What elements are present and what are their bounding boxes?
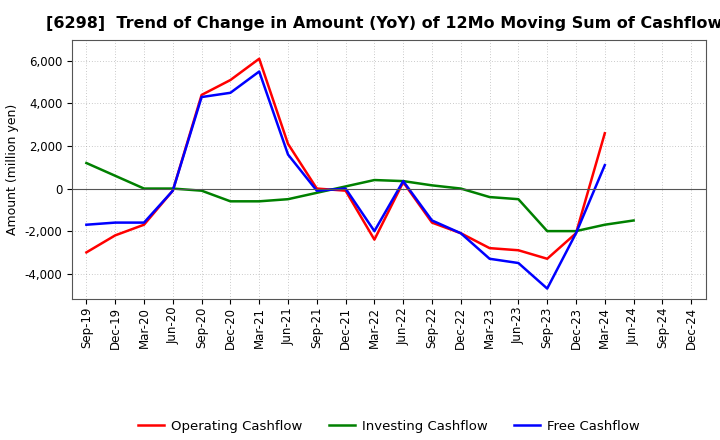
Operating Cashflow bbox=[370, 237, 379, 242]
Investing Cashflow bbox=[197, 188, 206, 193]
Line: Investing Cashflow: Investing Cashflow bbox=[86, 163, 634, 231]
Investing Cashflow bbox=[168, 186, 177, 191]
Free Cashflow bbox=[572, 231, 580, 236]
Free Cashflow bbox=[226, 90, 235, 95]
Investing Cashflow bbox=[543, 228, 552, 234]
Investing Cashflow bbox=[140, 186, 148, 191]
Investing Cashflow bbox=[370, 177, 379, 183]
Title: [6298]  Trend of Change in Amount (YoY) of 12Mo Moving Sum of Cashflows: [6298] Trend of Change in Amount (YoY) o… bbox=[46, 16, 720, 32]
Operating Cashflow bbox=[543, 256, 552, 261]
Operating Cashflow bbox=[514, 248, 523, 253]
Free Cashflow bbox=[255, 69, 264, 74]
Free Cashflow bbox=[600, 162, 609, 168]
Operating Cashflow bbox=[140, 222, 148, 227]
Investing Cashflow bbox=[399, 179, 408, 184]
Operating Cashflow bbox=[485, 246, 494, 251]
Operating Cashflow bbox=[284, 141, 292, 147]
Free Cashflow bbox=[428, 218, 436, 223]
Operating Cashflow bbox=[226, 77, 235, 83]
Operating Cashflow bbox=[572, 231, 580, 236]
Y-axis label: Amount (million yen): Amount (million yen) bbox=[6, 104, 19, 235]
Investing Cashflow bbox=[600, 222, 609, 227]
Investing Cashflow bbox=[82, 160, 91, 165]
Investing Cashflow bbox=[284, 197, 292, 202]
Investing Cashflow bbox=[514, 197, 523, 202]
Free Cashflow bbox=[168, 188, 177, 193]
Line: Free Cashflow: Free Cashflow bbox=[86, 72, 605, 289]
Free Cashflow bbox=[111, 220, 120, 225]
Free Cashflow bbox=[543, 286, 552, 291]
Free Cashflow bbox=[514, 260, 523, 266]
Investing Cashflow bbox=[226, 199, 235, 204]
Operating Cashflow bbox=[168, 188, 177, 193]
Operating Cashflow bbox=[456, 231, 465, 236]
Operating Cashflow bbox=[600, 131, 609, 136]
Free Cashflow bbox=[82, 222, 91, 227]
Operating Cashflow bbox=[197, 92, 206, 98]
Free Cashflow bbox=[197, 95, 206, 100]
Free Cashflow bbox=[370, 228, 379, 234]
Operating Cashflow bbox=[341, 188, 350, 193]
Operating Cashflow bbox=[312, 186, 321, 191]
Investing Cashflow bbox=[629, 218, 638, 223]
Free Cashflow bbox=[485, 256, 494, 261]
Line: Operating Cashflow: Operating Cashflow bbox=[86, 59, 605, 259]
Investing Cashflow bbox=[572, 228, 580, 234]
Free Cashflow bbox=[341, 186, 350, 191]
Free Cashflow bbox=[284, 152, 292, 157]
Free Cashflow bbox=[312, 188, 321, 193]
Investing Cashflow bbox=[255, 199, 264, 204]
Investing Cashflow bbox=[485, 194, 494, 200]
Free Cashflow bbox=[456, 231, 465, 236]
Free Cashflow bbox=[140, 220, 148, 225]
Operating Cashflow bbox=[399, 180, 408, 185]
Free Cashflow bbox=[399, 179, 408, 184]
Investing Cashflow bbox=[428, 183, 436, 188]
Investing Cashflow bbox=[456, 186, 465, 191]
Operating Cashflow bbox=[82, 250, 91, 255]
Operating Cashflow bbox=[111, 233, 120, 238]
Operating Cashflow bbox=[255, 56, 264, 62]
Investing Cashflow bbox=[111, 173, 120, 179]
Operating Cashflow bbox=[428, 220, 436, 225]
Legend: Operating Cashflow, Investing Cashflow, Free Cashflow: Operating Cashflow, Investing Cashflow, … bbox=[132, 415, 645, 438]
Investing Cashflow bbox=[312, 190, 321, 195]
Investing Cashflow bbox=[341, 184, 350, 189]
